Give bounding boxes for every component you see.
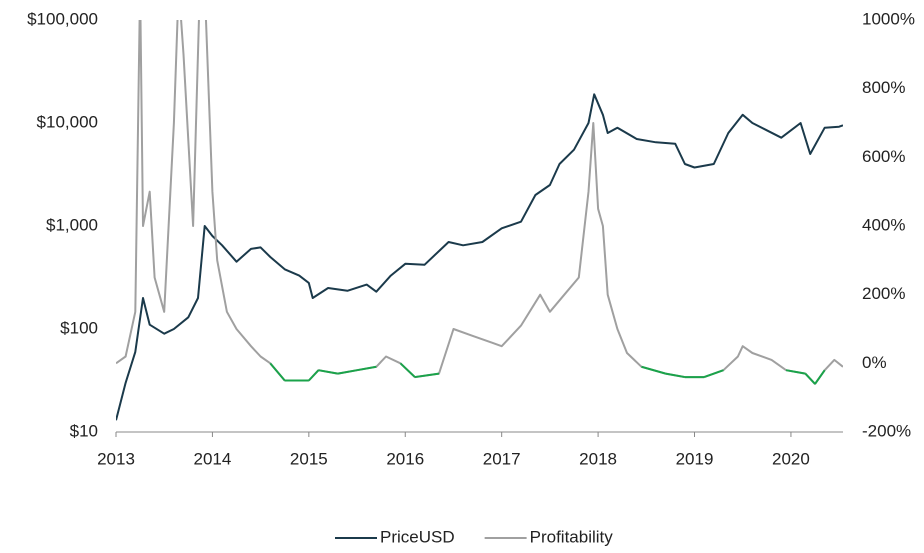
below-zero-segment: [641, 365, 666, 375]
below-zero-segment: [269, 362, 286, 382]
below-zero-segment: [665, 372, 686, 379]
x-tick-label: 2014: [194, 449, 232, 468]
x-tick-label: 2019: [676, 449, 714, 468]
x-tick-label: 2015: [290, 449, 328, 468]
x-tick-label: 2016: [386, 449, 424, 468]
y2-tick-label: 600%: [862, 147, 905, 166]
y2-tick-label: 0%: [862, 353, 887, 372]
x-tick-label: 2018: [579, 449, 617, 468]
below-zero-segment: [414, 372, 440, 379]
y-tick-label: $100: [60, 318, 98, 337]
below-zero-segment: [804, 372, 816, 385]
x-tick-label: 2013: [97, 449, 135, 468]
x-tick-label: 2020: [772, 449, 810, 468]
below-zero-segment: [308, 369, 320, 382]
below-zero-segment: [785, 369, 806, 375]
y2-tick-label: 200%: [862, 284, 905, 303]
y-tick-label: $10,000: [37, 112, 98, 131]
series-line: [116, 93, 843, 421]
below-zero-segment: [356, 365, 377, 372]
series-line: [116, 20, 843, 385]
y-tick-label: $1,000: [46, 215, 98, 234]
y2-tick-label: -200%: [862, 421, 911, 440]
below-zero-segment: [399, 362, 416, 378]
y2-tick-label: 800%: [862, 78, 905, 97]
legend-label: PriceUSD: [380, 527, 455, 546]
y2-tick-label: 1000%: [862, 9, 915, 28]
below-zero-segment: [318, 369, 338, 375]
below-zero-segment: [703, 369, 724, 379]
x-tick-label: 2017: [483, 449, 521, 468]
y2-tick-label: 400%: [862, 215, 905, 234]
y-tick-label: $100,000: [27, 9, 98, 28]
below-zero-segment: [337, 369, 358, 375]
y-tick-label: $10: [70, 421, 98, 440]
legend-label: Profitability: [530, 527, 614, 546]
below-zero-segment: [814, 369, 826, 385]
